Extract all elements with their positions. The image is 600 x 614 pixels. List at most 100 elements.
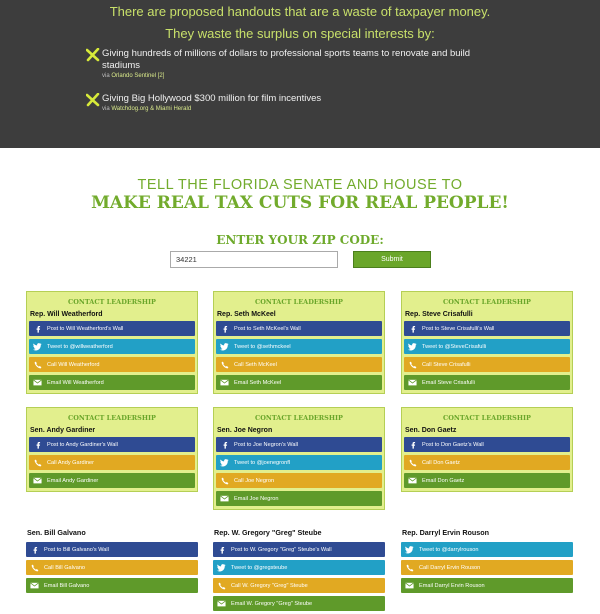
button-label: Post to Bill Galvano's Wall: [44, 546, 109, 553]
facebook-post-button[interactable]: Post to Will Weatherford's Wall: [29, 321, 195, 336]
call-button[interactable]: Call Andy Gardiner: [29, 455, 195, 470]
call-button[interactable]: Call W. Gregory "Greg" Steube: [213, 578, 385, 593]
tweet-button[interactable]: Tweet to @joenegronfl: [216, 455, 382, 470]
legislator-name: Rep. Seth McKeel: [217, 311, 276, 318]
email-button[interactable]: Email Andy Gardiner: [29, 473, 195, 488]
email-button[interactable]: Email Bill Galvano: [26, 578, 198, 593]
facebook-post-button[interactable]: Post to Seth McKeel's Wall: [216, 321, 382, 336]
zip-input[interactable]: [170, 251, 338, 268]
button-label: Post to Joe Negron's Wall: [234, 441, 298, 448]
x-mark-icon: [86, 93, 100, 107]
button-label: Email Joe Negron: [234, 495, 279, 502]
email-button[interactable]: Email Darryl Ervin Rouson: [401, 578, 573, 593]
tweet-button[interactable]: Tweet to @sethmckeel: [216, 339, 382, 354]
contact-leadership-title: CONTACT LEADERSHIP: [443, 298, 531, 306]
source-link[interactable]: Watchdog.org & Miami Herald: [111, 106, 192, 112]
facebook-post-button[interactable]: Post to Andy Gardiner's Wall: [29, 437, 195, 452]
contact-card: Rep. Darryl Ervin Rouson Tweet to @darryl…: [401, 528, 573, 596]
contact-leadership-title: CONTACT LEADERSHIP: [255, 414, 343, 422]
facebook-post-button[interactable]: Post to Joe Negron's Wall: [216, 437, 382, 452]
envelope-icon: [30, 581, 39, 590]
contact-card: CONTACT LEADERSHIP Sen. Andy Gardiner Post…: [26, 407, 198, 492]
facebook-icon: [220, 440, 229, 449]
facebook-icon: [408, 440, 417, 449]
email-button[interactable]: Email Steve Crisafulli: [404, 375, 570, 390]
button-label: Email Andy Gardiner: [47, 477, 99, 484]
button-label: Tweet to @sethmckeel: [234, 343, 291, 350]
contact-card: CONTACT LEADERSHIP Rep. Will Weatherford P…: [26, 291, 198, 394]
envelope-icon: [405, 581, 414, 590]
handout-text: Giving Big Hollywood $300 million for fi…: [102, 93, 322, 104]
contact-leadership-title: CONTACT LEADERSHIP: [255, 298, 343, 306]
twitter-icon: [217, 563, 226, 572]
submit-button[interactable]: Submit: [353, 251, 431, 268]
button-label: Call Steve Crisafulli: [422, 361, 471, 368]
button-label: Call Andy Gardiner: [47, 459, 94, 466]
button-label: Call Will Weatherford: [47, 361, 100, 368]
button-label: Post to Will Weatherford's Wall: [47, 325, 124, 332]
button-label: Call Seth McKeel: [234, 361, 277, 368]
tweet-button[interactable]: Tweet to @gregsteube: [213, 560, 385, 575]
twitter-icon: [33, 342, 42, 351]
contact-card: CONTACT LEADERSHIP Sen. Joe Negron Post to…: [213, 407, 385, 510]
zip-label: ENTER YOUR ZIP CODE:: [216, 233, 384, 247]
button-label: Tweet to @darrylrouson: [419, 546, 479, 553]
phone-icon: [33, 360, 42, 369]
facebook-icon: [33, 440, 42, 449]
issue-banner: There are proposed handouts that are a w…: [0, 0, 600, 148]
email-button[interactable]: Email W. Gregory "Greg" Steube: [213, 596, 385, 611]
button-label: Tweet to @willweatherford: [47, 343, 113, 350]
waste-heading: They waste the surplus on special intere…: [165, 26, 435, 41]
handout-text: Giving hundreds of millions of dollars t…: [102, 48, 471, 71]
headline-line2: MAKE REAL TAX CUTS FOR REAL PEOPLE!: [91, 193, 509, 213]
email-button[interactable]: Email Will Weatherford: [29, 375, 195, 390]
handout-item: Giving Big Hollywood $300 million for fi…: [86, 93, 506, 112]
headline-line1: TELL THE FLORIDA SENATE AND HOUSE TO: [137, 177, 463, 193]
button-label: Email Don Gaetz: [422, 477, 465, 484]
tweet-button[interactable]: Tweet to @SteveCrisafulli: [404, 339, 570, 354]
facebook-post-button[interactable]: Post to Don Gaetz's Wall: [404, 437, 570, 452]
facebook-icon: [33, 324, 42, 333]
phone-icon: [405, 563, 414, 572]
button-label: Tweet to @joenegronfl: [234, 459, 291, 466]
facebook-icon: [217, 545, 226, 554]
phone-icon: [408, 360, 417, 369]
email-button[interactable]: Email Seth McKeel: [216, 375, 382, 390]
call-button[interactable]: Call Bill Galvano: [26, 560, 198, 575]
call-button[interactable]: Call Joe Negron: [216, 473, 382, 488]
button-label: Post to W. Gregory "Greg" Steube's Wall: [231, 546, 332, 553]
via-prefix: via: [102, 73, 110, 79]
button-label: Call W. Gregory "Greg" Steube: [231, 582, 308, 589]
source-line: via Orlando Sentinel [2]: [102, 73, 506, 79]
phone-icon: [33, 458, 42, 467]
email-button[interactable]: Email Joe Negron: [216, 491, 382, 506]
tweet-button[interactable]: Tweet to @willweatherford: [29, 339, 195, 354]
twitter-icon: [405, 545, 414, 554]
button-label: Call Joe Negron: [234, 477, 275, 484]
button-label: Email Will Weatherford: [47, 379, 104, 386]
call-button[interactable]: Call Darryl Ervin Rouson: [401, 560, 573, 575]
facebook-post-button[interactable]: Post to Steve Crisafulli's Wall: [404, 321, 570, 336]
envelope-icon: [408, 378, 417, 387]
via-prefix: via: [102, 106, 110, 112]
call-button[interactable]: Call Seth McKeel: [216, 357, 382, 372]
phone-icon: [220, 476, 229, 485]
email-button[interactable]: Email Don Gaetz: [404, 473, 570, 488]
button-label: Email Seth McKeel: [234, 379, 282, 386]
button-label: Call Bill Galvano: [44, 564, 86, 571]
call-button[interactable]: Call Steve Crisafulli: [404, 357, 570, 372]
call-button[interactable]: Call Will Weatherford: [29, 357, 195, 372]
facebook-post-button[interactable]: Post to Bill Galvano's Wall: [26, 542, 198, 557]
source-link[interactable]: Orlando Sentinel [2]: [111, 73, 165, 79]
button-label: Post to Andy Gardiner's Wall: [47, 441, 118, 448]
button-label: Email Bill Galvano: [44, 582, 90, 589]
call-button[interactable]: Call Don Gaetz: [404, 455, 570, 470]
facebook-post-button[interactable]: Post to W. Gregory "Greg" Steube's Wall: [213, 542, 385, 557]
envelope-icon: [33, 476, 42, 485]
envelope-icon: [408, 476, 417, 485]
legislator-name: Rep. Darryl Ervin Rouson: [402, 528, 490, 537]
button-label: Post to Seth McKeel's Wall: [234, 325, 301, 332]
tweet-button[interactable]: Tweet to @darrylrouson: [401, 542, 573, 557]
contact-card: Rep. W. Gregory "Greg" Steube Post to W. …: [213, 528, 385, 614]
source-line: via Watchdog.org & Miami Herald: [102, 106, 506, 112]
